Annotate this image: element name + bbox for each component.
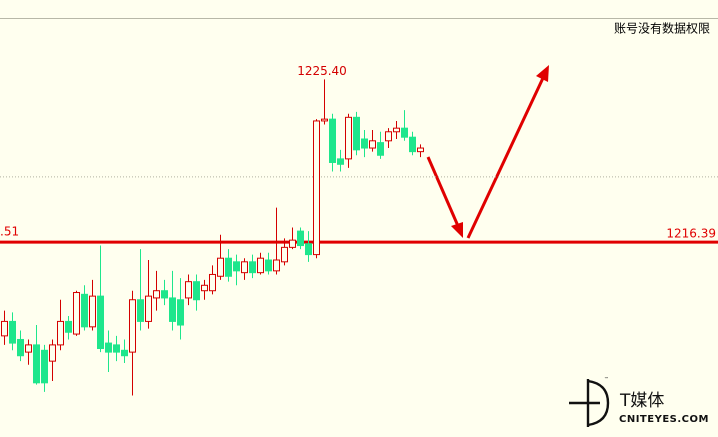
candle-body bbox=[393, 127, 400, 133]
candle-body bbox=[129, 299, 136, 353]
candle-body bbox=[289, 239, 296, 248]
site: CNITEYES.COM bbox=[619, 414, 709, 425]
candle-body bbox=[33, 344, 40, 384]
arrows bbox=[426, 65, 549, 239]
trademark: ™ bbox=[604, 377, 609, 383]
candle-body bbox=[9, 320, 16, 344]
candle-body bbox=[297, 230, 304, 247]
candle-body bbox=[49, 344, 56, 362]
candle-body bbox=[233, 261, 240, 272]
candle-body bbox=[177, 299, 184, 326]
candle-body bbox=[121, 349, 128, 357]
candle-body bbox=[97, 295, 104, 350]
candle-body bbox=[345, 116, 352, 160]
candle-body bbox=[201, 284, 208, 292]
brand: T媒体 bbox=[619, 391, 664, 411]
candle-body bbox=[385, 131, 392, 142]
candle-body bbox=[41, 349, 48, 384]
candle-body bbox=[25, 344, 32, 353]
candle-body bbox=[209, 273, 216, 292]
candle-body bbox=[241, 261, 248, 274]
candle-body bbox=[313, 120, 320, 256]
arrow-head bbox=[536, 65, 549, 82]
candle-body bbox=[401, 127, 408, 138]
candle-body bbox=[105, 342, 112, 353]
candle-body bbox=[137, 299, 144, 322]
candle-body bbox=[145, 295, 152, 322]
candle-body bbox=[57, 320, 64, 346]
arrow-up bbox=[466, 77, 545, 239]
candle-body bbox=[185, 281, 192, 299]
candle-body bbox=[225, 257, 232, 277]
candle-body bbox=[217, 257, 224, 277]
logo-arc bbox=[587, 379, 610, 427]
candle-body bbox=[305, 243, 312, 256]
candle-body bbox=[161, 290, 168, 299]
candle-body bbox=[89, 295, 96, 328]
high-label: 1225.40 bbox=[297, 64, 347, 78]
candle-body bbox=[257, 257, 264, 274]
candle-body bbox=[1, 320, 8, 337]
arrow-head bbox=[451, 222, 463, 238]
candle-body bbox=[377, 142, 384, 156]
candle-body bbox=[113, 344, 120, 353]
candle-body bbox=[361, 138, 368, 149]
candle-body bbox=[369, 140, 376, 149]
candle-body bbox=[337, 158, 344, 165]
candle-body bbox=[73, 292, 80, 335]
logo bbox=[569, 379, 610, 427]
line-left-label: .51 bbox=[0, 225, 19, 239]
line-label: 1216.39 bbox=[666, 227, 716, 241]
notice: 账号没有数据权限 bbox=[614, 21, 710, 36]
candle-body bbox=[193, 281, 200, 301]
candle-body bbox=[321, 118, 328, 122]
candle-body bbox=[17, 338, 24, 357]
candle-body bbox=[417, 147, 424, 153]
candle-body bbox=[169, 297, 176, 322]
candle-body bbox=[329, 118, 336, 163]
candle-body bbox=[409, 136, 416, 153]
arrow-down bbox=[426, 156, 460, 227]
candle-body bbox=[81, 293, 88, 328]
candle-body bbox=[265, 259, 272, 272]
candle-body bbox=[281, 246, 288, 263]
candle-body bbox=[65, 320, 72, 333]
candle-body bbox=[273, 259, 280, 272]
candle-body bbox=[353, 116, 360, 151]
candle-body bbox=[249, 261, 256, 274]
candle-body bbox=[153, 290, 160, 299]
